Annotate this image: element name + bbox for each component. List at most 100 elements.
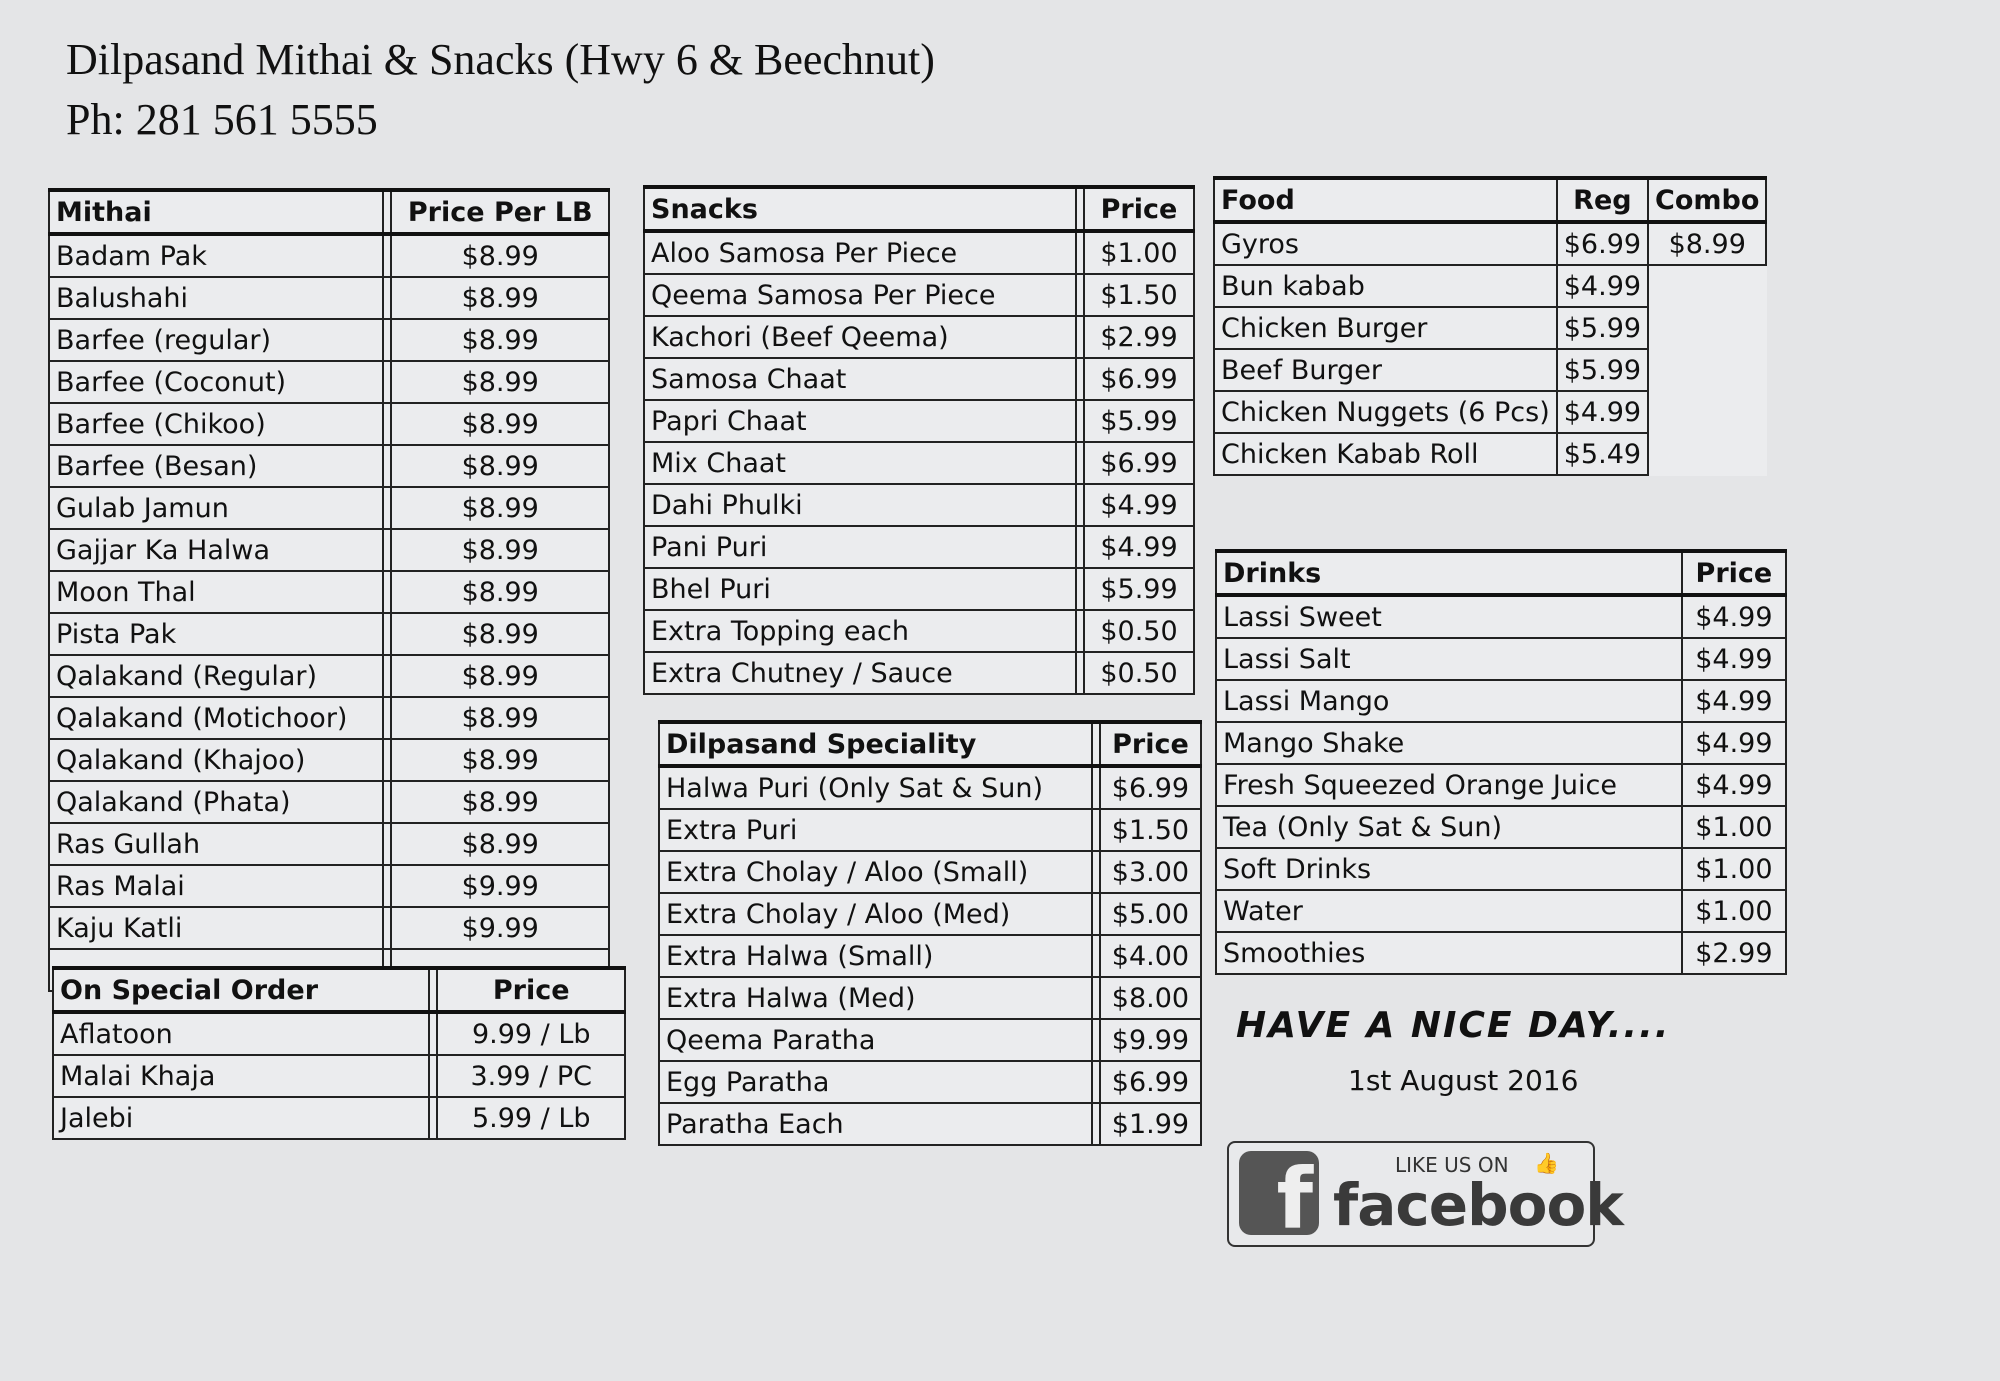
menu-item-row: Extra Chutney / Sauce $0.50 [643, 651, 1196, 695]
item-price: $1.00 [1680, 805, 1788, 849]
item-price: $6.99 [1555, 221, 1650, 266]
menu-item-row: Extra Halwa (Small) $4.00 [658, 934, 1203, 978]
menu-item-row: Beef Burger $5.99 [1213, 348, 1766, 392]
column-divider [382, 864, 393, 908]
item-name: Mix Chaat [643, 441, 1077, 485]
item-name: Chicken Nuggets (6 Pcs) [1213, 390, 1558, 434]
column-header: Price Per LB [390, 188, 610, 236]
menu-item-row: Aloo Samosa Per Piece $1.00 [643, 230, 1196, 275]
item-price: $8.99 [390, 276, 610, 320]
item-name: Kaju Katli [47, 906, 385, 950]
column-divider [382, 822, 393, 866]
speciality-table: Dilpasand Speciality Price Halwa Puri (Onl… [658, 720, 1203, 1146]
restaurant-title: Dilpasand Mithai & Snacks (Hwy 6 & Beech… [66, 35, 935, 84]
item-price: $6.99 [1098, 1060, 1203, 1104]
column-divider [382, 654, 393, 698]
column-divider [1074, 483, 1085, 527]
menu-item-row: Chicken Nuggets (6 Pcs) $4.99 [1213, 390, 1766, 434]
item-name: Lassi Sweet [1215, 594, 1683, 639]
menu-item-row: Qalakand (Motichoor) $8.99 [47, 696, 610, 740]
header-row: Snacks Price [643, 185, 1196, 233]
item-name: Egg Paratha [658, 1060, 1093, 1104]
column-divider [382, 188, 393, 236]
header-row: Food Reg Combo [1213, 176, 1768, 224]
thumbs-up-icon: 👍 [1534, 1151, 1559, 1175]
menu-item-row: Barfee (Besan) $8.99 [47, 444, 610, 488]
column-divider [1090, 808, 1101, 852]
menu-item-row: Samosa Chaat $6.99 [643, 357, 1196, 401]
menu-item-row: Malai Khaja 3.99 / PC [51, 1054, 626, 1098]
item-price: $1.50 [1082, 273, 1196, 317]
item-name: Extra Puri [658, 808, 1093, 852]
column-divider [428, 1096, 439, 1140]
item-price: $8.99 [390, 402, 610, 446]
item-name: Water [1215, 889, 1683, 933]
menu-item-row: Chicken Kabab Roll $5.49 [1213, 432, 1766, 476]
menu-item-row: Fresh Squeezed Orange Juice $4.99 [1215, 763, 1788, 807]
item-price: $4.99 [1680, 637, 1788, 681]
item-name: Soft Drinks [1215, 847, 1683, 891]
item-name: Extra Chutney / Sauce [643, 651, 1077, 695]
menu-item-row: Extra Cholay / Aloo (Small) $3.00 [658, 850, 1203, 894]
item-price: $4.99 [1680, 721, 1788, 765]
column-divider [1074, 273, 1085, 317]
item-price: $8.99 [390, 528, 610, 572]
facebook-badge[interactable]: f LIKE US ON 👍 facebook [1227, 1141, 1624, 1247]
menu-item-row: Jalebi 5.99 / Lb [51, 1096, 626, 1140]
column-header: Reg [1555, 176, 1650, 224]
item-price: $5.99 [1555, 348, 1650, 392]
menu-item-row: Gyros $6.99 $8.99 [1213, 221, 1768, 266]
drinks-table: Drinks Price Lassi Sweet $4.99 Lassi Salt $4.… [1215, 549, 1788, 975]
item-price: $1.00 [1680, 889, 1788, 933]
item-name: Fresh Squeezed Orange Juice [1215, 763, 1683, 807]
item-name: Chicken Kabab Roll [1213, 432, 1558, 476]
menu-item-row: Extra Cholay / Aloo (Med) $5.00 [658, 892, 1203, 936]
item-name: Qalakand (Motichoor) [47, 696, 385, 740]
item-name: Mango Shake [1215, 721, 1683, 765]
column-divider [1074, 357, 1085, 401]
column-divider [382, 402, 393, 446]
item-price: $4.99 [1680, 679, 1788, 723]
column-divider [1090, 892, 1101, 936]
item-price: $4.99 [1680, 763, 1788, 807]
item-price: $8.99 [1647, 221, 1768, 266]
item-price: $5.99 [1082, 399, 1196, 443]
food-table: Food Reg Combo Gyros $6.99 $8.99 Bun kabab $4.9… [1213, 176, 1768, 476]
item-price: $8.99 [390, 444, 610, 488]
item-price: $5.00 [1098, 892, 1203, 936]
item-name: Ras Gullah [47, 822, 385, 866]
menu-item-row: Qalakand (Khajoo) $8.99 [47, 738, 610, 782]
column-divider [1090, 765, 1101, 810]
item-price: $4.99 [1680, 594, 1788, 639]
column-divider [1090, 1102, 1101, 1146]
item-name: Barfee (Besan) [47, 444, 385, 488]
item-name: Extra Halwa (Small) [658, 934, 1093, 978]
item-name: Pista Pak [47, 612, 385, 656]
item-price: $8.99 [390, 233, 610, 278]
item-name: Gyros [1213, 221, 1558, 266]
special-order-table: On Special Order Price Aflatoon 9.99 / Lb Ma… [51, 966, 626, 1140]
menu-item-row: Kachori (Beef Qeema) $2.99 [643, 315, 1196, 359]
column-divider [1090, 934, 1101, 978]
menu-item-row: Papri Chaat $5.99 [643, 399, 1196, 443]
menu-item-row: Extra Halwa (Med) $8.00 [658, 976, 1203, 1020]
column-divider [1074, 441, 1085, 485]
item-name: Lassi Mango [1215, 679, 1683, 723]
item-name: Lassi Salt [1215, 637, 1683, 681]
column-header: Dilpasand Speciality [658, 720, 1093, 768]
item-name: Beef Burger [1213, 348, 1558, 392]
snacks-table: Snacks Price Aloo Samosa Per Piece $1.00 Qee… [643, 185, 1196, 695]
item-price: $5.49 [1555, 432, 1650, 476]
menu-item-row: Pista Pak $8.99 [47, 612, 610, 656]
menu-item-row: Qeema Samosa Per Piece $1.50 [643, 273, 1196, 317]
menu-item-row: Halwa Puri (Only Sat & Sun) $6.99 [658, 765, 1203, 810]
facebook-logo-icon: f [1239, 1151, 1319, 1235]
item-name: Samosa Chaat [643, 357, 1077, 401]
item-name: Qalakand (Regular) [47, 654, 385, 698]
column-header: Price [1680, 549, 1788, 597]
item-price: 3.99 / PC [436, 1054, 626, 1098]
menu-item-row: Barfee (Chikoo) $8.99 [47, 402, 610, 446]
item-price: $6.99 [1098, 765, 1203, 810]
column-divider [1074, 315, 1085, 359]
menu-item-row: Moon Thal $8.99 [47, 570, 610, 614]
